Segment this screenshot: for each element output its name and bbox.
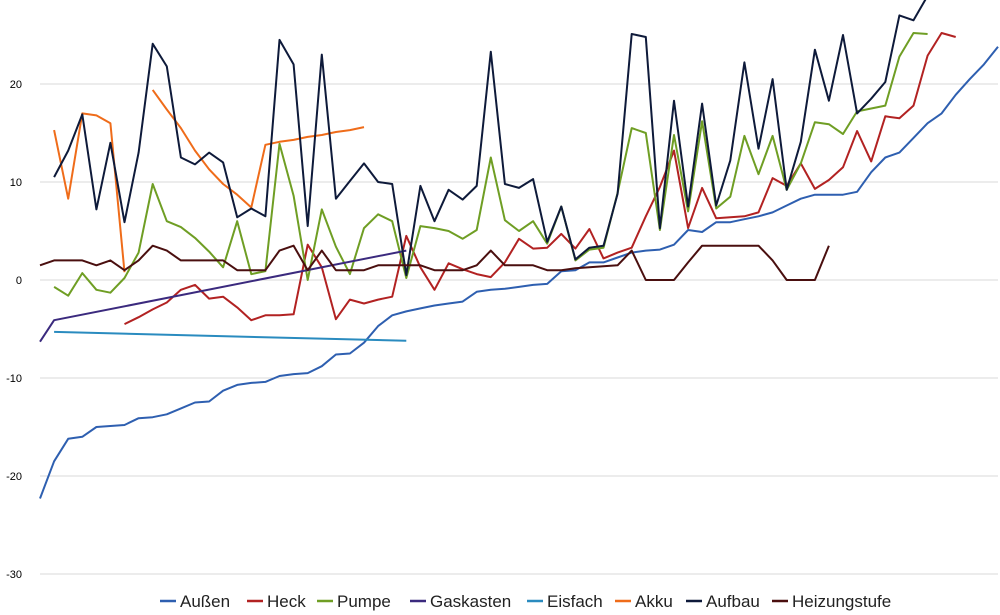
legend-item: Aufbau — [686, 592, 760, 611]
series-line-gaskasten — [39, 249, 407, 343]
legend-label: Aufbau — [706, 592, 760, 611]
series-line-pumpe — [53, 32, 928, 297]
series-line-heizungstufe — [39, 244, 830, 281]
legend-item: Akku — [615, 592, 673, 611]
y-tick-label: -20 — [6, 471, 22, 483]
legend-label: Gaskasten — [430, 592, 511, 611]
legend-label: Heck — [267, 592, 306, 611]
legend: Außen Heck Pumpe Gaskasten Eisfach Akku Aufbau… — [160, 592, 891, 611]
legend-item: Gaskasten — [410, 592, 511, 611]
y-tick-label: 0 — [16, 275, 22, 287]
series-lines — [39, 0, 999, 499]
legend-item: Eisfach — [527, 592, 603, 611]
legend-label: Akku — [635, 592, 673, 611]
legend-label: Außen — [180, 592, 230, 611]
legend-label: Pumpe — [337, 592, 391, 611]
series-line-außen — [39, 46, 999, 499]
y-tick-label: -30 — [6, 569, 22, 581]
legend-item: Heck — [247, 592, 306, 611]
series-line-heck — [124, 32, 956, 325]
y-tick-label: -10 — [6, 373, 22, 385]
legend-label: Eisfach — [547, 592, 603, 611]
y-axis-ticks: -30 -20 -10 0 10 20 — [6, 79, 22, 581]
y-tick-label: 10 — [10, 177, 22, 189]
legend-item: Pumpe — [317, 592, 391, 611]
legend-item: Außen — [160, 592, 230, 611]
series-line-eisfach — [54, 330, 407, 342]
gridlines — [40, 83, 998, 575]
legend-label: Heizungstufe — [792, 592, 891, 611]
legend-item: Heizungstufe — [772, 592, 891, 611]
y-tick-label: 20 — [10, 79, 22, 91]
series-line-aufbau — [53, 0, 927, 277]
